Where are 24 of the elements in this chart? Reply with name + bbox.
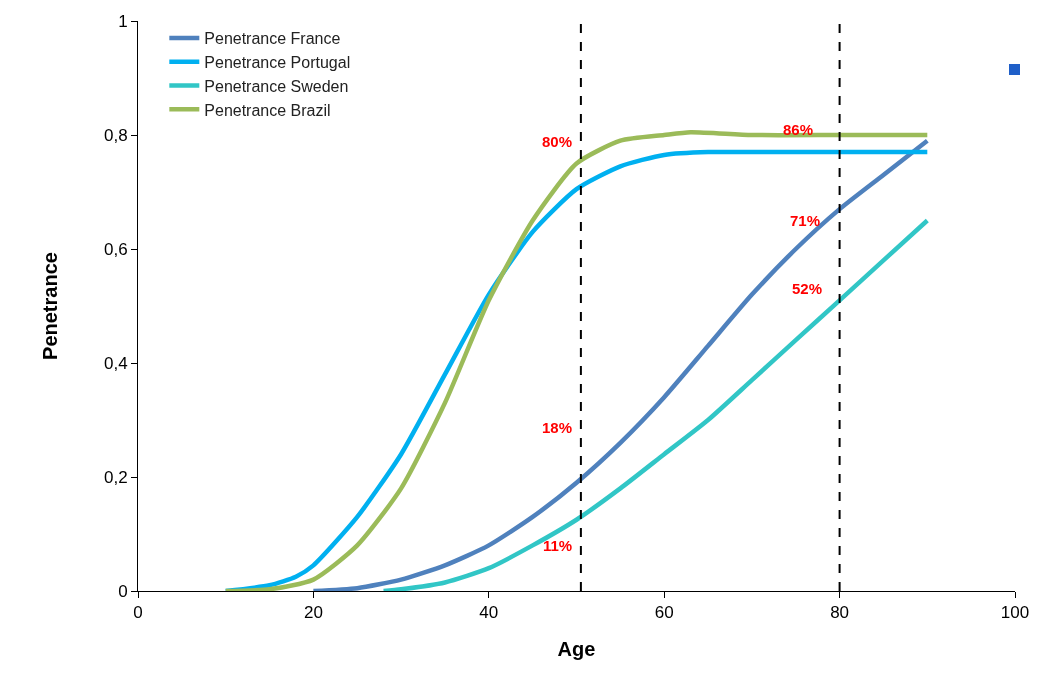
x-tick-label: 100	[1000, 603, 1030, 623]
x-tick-label: 60	[654, 603, 674, 623]
legend-label: Penetrance Brazil	[204, 101, 331, 119]
x-tick-label: 80	[830, 603, 850, 623]
y-tick-label: 1	[118, 11, 128, 31]
line-series	[381, 218, 930, 591]
legend-label: Penetrance Sweden	[204, 77, 349, 95]
annotation: 11%	[543, 537, 573, 554]
annotation: 52%	[792, 280, 823, 297]
y-tick-label: 0,6	[103, 239, 128, 259]
y-axis-title: Penetrance	[39, 252, 62, 360]
y-tick-label: 0	[118, 581, 128, 601]
y-tick-label: 0,8	[103, 125, 128, 145]
y-tick-label: 0,4	[103, 353, 128, 373]
x-axis-title: Age	[557, 637, 596, 660]
x-tick-label: 0	[133, 603, 143, 623]
annotation: 18%	[542, 419, 573, 436]
annotation: 71%	[790, 212, 821, 229]
legend-label: Penetrance France	[204, 30, 341, 48]
legend-label: Penetrance Portugal	[204, 53, 351, 71]
x-tick-label: 40	[479, 603, 499, 623]
x-tick-label: 20	[303, 603, 323, 623]
annotation: 80%	[542, 133, 573, 150]
y-tick-label: 0,2	[103, 467, 128, 487]
